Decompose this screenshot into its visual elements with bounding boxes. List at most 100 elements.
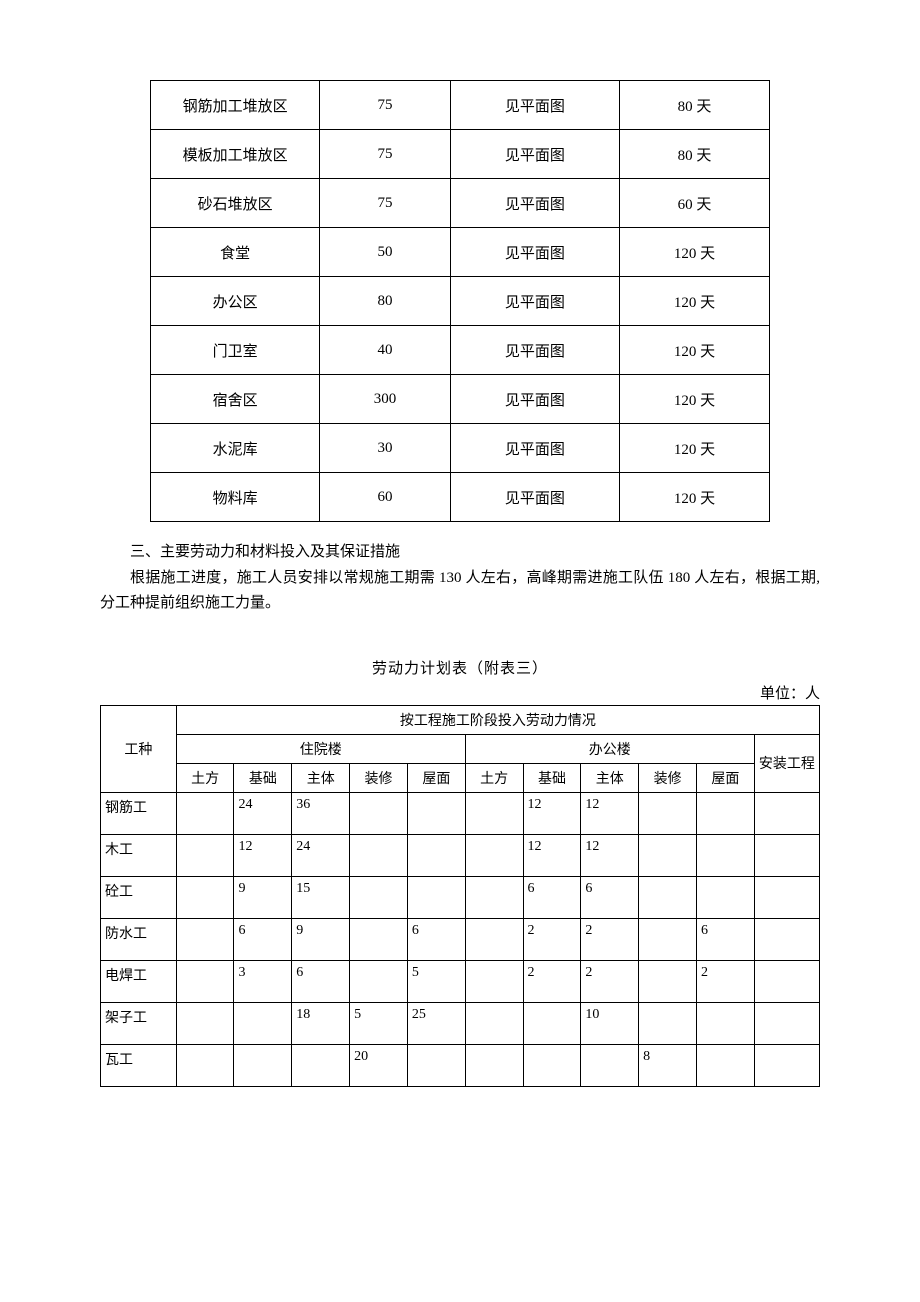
- t2-cell: [465, 792, 523, 834]
- t1-cell: 75: [320, 130, 450, 179]
- t2-cell: [639, 960, 697, 1002]
- t2-cell: [465, 1044, 523, 1086]
- t1-cell: 300: [320, 375, 450, 424]
- t2-cell: 24: [292, 834, 350, 876]
- t2-cell: [407, 792, 465, 834]
- t2-cell: [465, 876, 523, 918]
- t2-cell: [350, 792, 408, 834]
- t2-cell: [350, 876, 408, 918]
- t2-subhdr: 主体: [292, 763, 350, 792]
- t1-cell: 75: [320, 81, 450, 130]
- t2-cell: [350, 960, 408, 1002]
- t2-cell: 5: [350, 1002, 408, 1044]
- t1-cell: 60 天: [620, 179, 770, 228]
- t2-cell: [639, 792, 697, 834]
- t2-cell: 36: [292, 792, 350, 834]
- t1-cell: 见平面图: [450, 228, 619, 277]
- t2-cell: [696, 1044, 754, 1086]
- t1-cell: 见平面图: [450, 179, 619, 228]
- t2-cell: 12: [581, 792, 639, 834]
- t2-cell: [696, 1002, 754, 1044]
- t1-cell: 80 天: [620, 81, 770, 130]
- t2-cell: [581, 1044, 639, 1086]
- t2-subhdr: 基础: [523, 763, 581, 792]
- t1-cell: 75: [320, 179, 450, 228]
- t2-cell: [639, 918, 697, 960]
- t1-cell: 120 天: [620, 424, 770, 473]
- t1-cell: 120 天: [620, 375, 770, 424]
- t2-h-type: 工种: [101, 705, 177, 792]
- t2-cell: 24: [234, 792, 292, 834]
- t2-row-label: 架子工: [101, 1002, 177, 1044]
- t2-cell: 6: [523, 876, 581, 918]
- t1-cell: 120 天: [620, 277, 770, 326]
- t2-cell: [465, 1002, 523, 1044]
- t2-row-label: 砼工: [101, 876, 177, 918]
- t2-cell: [754, 834, 819, 876]
- t2-cell: 20: [350, 1044, 408, 1086]
- t2-cell: [639, 876, 697, 918]
- t1-cell: 钢筋加工堆放区: [151, 81, 320, 130]
- t1-cell: 50: [320, 228, 450, 277]
- t2-cell: [465, 918, 523, 960]
- t2-cell: [754, 1044, 819, 1086]
- t2-cell: [523, 1002, 581, 1044]
- t1-cell: 80: [320, 277, 450, 326]
- t2-cell: [176, 834, 234, 876]
- t2-cell: [639, 1002, 697, 1044]
- t1-cell: 见平面图: [450, 473, 619, 522]
- t2-cell: 9: [234, 876, 292, 918]
- t2-cell: 2: [581, 918, 639, 960]
- t2-cell: [407, 1044, 465, 1086]
- t2-cell: [176, 792, 234, 834]
- section3-heading: 三、主要劳动力和材料投入及其保证措施: [100, 540, 820, 566]
- t2-cell: 10: [581, 1002, 639, 1044]
- t2-cell: [639, 834, 697, 876]
- facilities-table: 钢筋加工堆放区75见平面图80 天模板加工堆放区75见平面图80 天砂石堆放区7…: [150, 80, 770, 522]
- t1-cell: 120 天: [620, 228, 770, 277]
- t2-subhdr: 土方: [176, 763, 234, 792]
- t2-subhdr: 装修: [639, 763, 697, 792]
- t2-subhdr: 屋面: [696, 763, 754, 792]
- t2-cell: [407, 876, 465, 918]
- t2-subhdr: 主体: [581, 763, 639, 792]
- t2-subhdr: 屋面: [407, 763, 465, 792]
- t2-cell: 18: [292, 1002, 350, 1044]
- t1-cell: 宿舍区: [151, 375, 320, 424]
- t2-cell: [292, 1044, 350, 1086]
- t2-cell: [234, 1044, 292, 1086]
- t2-row-label: 电焊工: [101, 960, 177, 1002]
- t2-h-g2: 办公楼: [465, 734, 754, 763]
- t2-cell: 2: [523, 918, 581, 960]
- t1-cell: 60: [320, 473, 450, 522]
- t2-cell: [754, 876, 819, 918]
- t2-cell: [350, 918, 408, 960]
- t2-cell: [407, 834, 465, 876]
- t2-cell: 12: [234, 834, 292, 876]
- t2-cell: 6: [234, 918, 292, 960]
- t2-row-label: 木工: [101, 834, 177, 876]
- t2-cell: [234, 1002, 292, 1044]
- t2-row-label: 钢筋工: [101, 792, 177, 834]
- t2-cell: 2: [696, 960, 754, 1002]
- t2-cell: 12: [523, 792, 581, 834]
- t2-cell: [754, 792, 819, 834]
- t2-cell: 2: [581, 960, 639, 1002]
- t1-cell: 门卫室: [151, 326, 320, 375]
- t2-cell: [176, 1044, 234, 1086]
- t1-cell: 办公区: [151, 277, 320, 326]
- t1-cell: 食堂: [151, 228, 320, 277]
- t1-cell: 120 天: [620, 326, 770, 375]
- t1-cell: 见平面图: [450, 130, 619, 179]
- t1-cell: 120 天: [620, 473, 770, 522]
- t2-cell: [176, 876, 234, 918]
- t2-cell: 12: [581, 834, 639, 876]
- t2-cell: [176, 1002, 234, 1044]
- t1-cell: 模板加工堆放区: [151, 130, 320, 179]
- table2-title: 劳动力计划表（附表三）: [100, 657, 820, 678]
- t2-cell: [696, 792, 754, 834]
- t1-cell: 40: [320, 326, 450, 375]
- labor-plan-table: 工种 按工程施工阶段投入劳动力情况 住院楼 办公楼 安装工程 土方基础主体装修屋…: [100, 705, 820, 1087]
- t1-cell: 物料库: [151, 473, 320, 522]
- t2-cell: 2: [523, 960, 581, 1002]
